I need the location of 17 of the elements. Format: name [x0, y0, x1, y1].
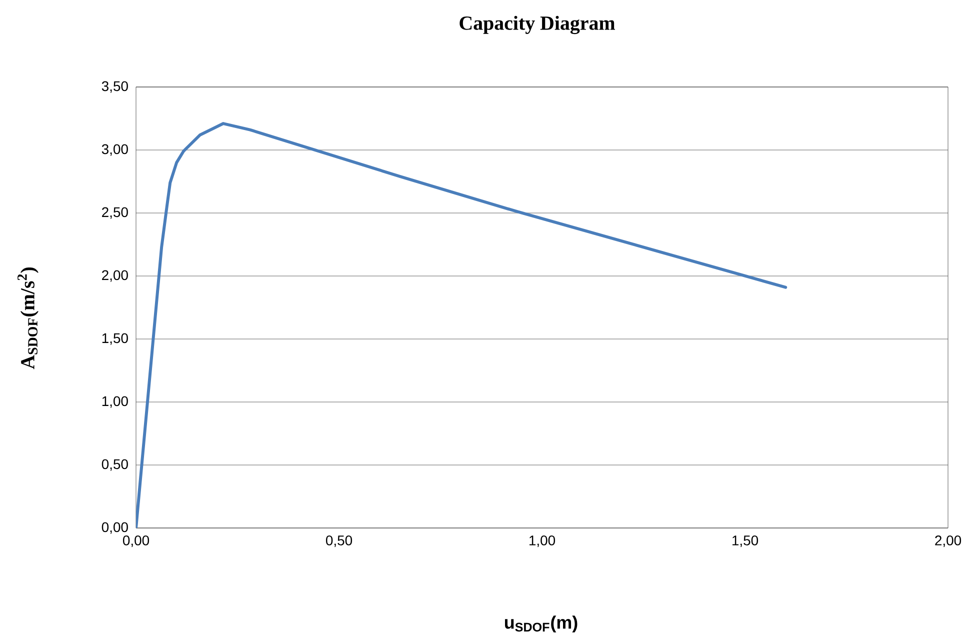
y-tick-label: 2,00 [102, 270, 128, 282]
x-tick-label: 2,00 [935, 535, 962, 548]
y-tick-label: 2,50 [102, 207, 128, 219]
y-tick-label: 1,00 [102, 396, 128, 408]
y-tick-label: 3,00 [102, 144, 128, 156]
y-tick-label: 3,50 [102, 81, 128, 93]
line-series [136, 122, 788, 528]
x-tick-label: 0,50 [326, 535, 352, 548]
y-axis-title: A$_{SDOF}$(m/s$^{2}$) [18, 268, 38, 370]
x-tick-label: 1,50 [732, 535, 758, 548]
x-axis-title: u$_{SDOF}$(m) [505, 616, 578, 632]
x-tick-label: 1,00 [530, 535, 556, 548]
chart-title: Capacity Diagram [460, 16, 615, 34]
y-tick-label: 0,00 [102, 522, 128, 534]
x-tick-label: 0,00 [122, 535, 150, 548]
y-tick-label: 0,50 [102, 459, 128, 471]
y-tick-label: 1,50 [102, 333, 128, 345]
